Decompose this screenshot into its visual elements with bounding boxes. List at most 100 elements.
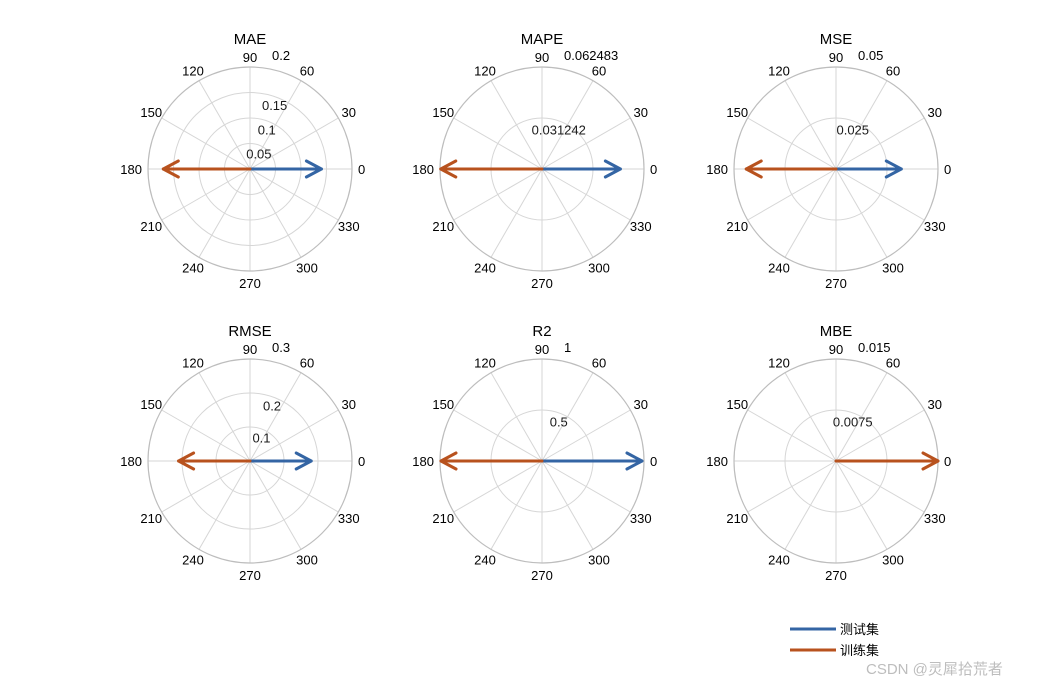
angle-tick-label: 120: [182, 355, 204, 370]
angle-tick-label: 30: [341, 105, 355, 120]
angle-tick-label: 300: [588, 553, 610, 568]
vector-arrowhead: [744, 159, 763, 179]
radial-gridline: [249, 409, 339, 462]
angle-tick-label: 0: [358, 454, 365, 469]
angle-tick-label: 240: [768, 553, 790, 568]
radial-tick-label: 0.0075: [833, 414, 873, 429]
angle-tick-label: 240: [182, 261, 204, 276]
angle-tick-label: 210: [140, 511, 162, 526]
angle-tick-label: 240: [474, 261, 496, 276]
vector-arrowhead: [439, 159, 458, 179]
angle-tick-label: 0: [650, 162, 657, 177]
angle-tick-label: 270: [239, 276, 261, 291]
radial-tick-label: 0.025: [836, 122, 869, 137]
angle-tick-label: 210: [432, 511, 454, 526]
angle-tick-label: 240: [182, 553, 204, 568]
angle-tick-label: 30: [341, 397, 355, 412]
angle-tick-label: 270: [239, 568, 261, 583]
radial-max-label: 0.3: [272, 340, 290, 355]
radial-gridline: [249, 460, 339, 513]
angle-tick-label: 330: [630, 511, 652, 526]
polar-panel-mse: 0 30 60 90 120 150 180 210 240 270 300 330 0.025 0.05…: [706, 31, 951, 291]
angle-tick-label: 180: [412, 162, 434, 177]
angle-tick-label: 180: [120, 454, 142, 469]
angle-tick-label: 120: [768, 63, 790, 78]
vector-arrowhead: [294, 451, 313, 471]
angle-tick-label: 150: [432, 105, 454, 120]
angle-tick-label: 270: [531, 276, 553, 291]
angle-tick-label: 30: [633, 105, 647, 120]
radial-tick-label: 0.1: [252, 431, 270, 446]
radial-gridline: [198, 372, 251, 462]
angle-tick-label: 60: [300, 63, 314, 78]
legend-label-test: 测试集: [840, 622, 879, 637]
outer-circle: [733, 66, 939, 272]
angle-tick-label: 150: [432, 397, 454, 412]
angle-tick-label: 90: [535, 50, 549, 65]
angle-tick-label: 0: [358, 162, 365, 177]
angle-tick-label: 270: [825, 276, 847, 291]
panel-title: R2: [532, 323, 551, 340]
angle-tick-label: 150: [140, 397, 162, 412]
angle-tick-label: 180: [412, 454, 434, 469]
angle-tick-label: 210: [726, 511, 748, 526]
angle-tick-label: 330: [924, 511, 946, 526]
radial-tick-label: 0.5: [550, 414, 568, 429]
angle-tick-label: 90: [535, 342, 549, 357]
angle-tick-label: 150: [140, 105, 162, 120]
angle-tick-label: 150: [726, 105, 748, 120]
radial-tick-label: 0.1: [258, 122, 276, 137]
polar-panel-mbe: 0 30 60 90 120 150 180 210 240 270 300 330 0.0075 0.0…: [706, 323, 951, 583]
vector-arrowhead: [603, 159, 622, 179]
angle-tick-label: 180: [706, 454, 728, 469]
angle-tick-label: 60: [886, 63, 900, 78]
radial-gridline: [198, 460, 251, 550]
angle-tick-label: 120: [474, 63, 496, 78]
polar-panels: 03060901201501802102402703003300.050.10.…: [120, 31, 951, 583]
panel-title: MBE: [820, 323, 853, 340]
radial-gridline: [161, 409, 251, 462]
panel-title: MAPE: [521, 31, 564, 48]
polar-panel-mae: 0 30 60 90 120 150 180 210 240 270 300 330 0.05 0.1 0.…: [120, 31, 365, 291]
legend-label-train: 训练集: [840, 643, 879, 658]
angle-tick-label: 210: [140, 219, 162, 234]
angle-tick-label: 150: [726, 397, 748, 412]
vector-arrowhead: [439, 451, 458, 471]
angle-tick-label: 120: [768, 355, 790, 370]
angle-tick-label: 330: [338, 219, 360, 234]
radial-gridline: [161, 460, 251, 513]
radial-tick-label: 0.15: [262, 98, 287, 113]
panel-title: MAE: [234, 31, 267, 48]
angle-tick-label: 300: [296, 553, 318, 568]
outer-circle: [147, 358, 353, 564]
angle-tick-label: 90: [829, 342, 843, 357]
radial-max-label: 0.2: [272, 48, 290, 63]
polar-panel-r2: 0 30 60 90 120 150 180 210 240 270 300 330 0.5 1 R2: [412, 323, 657, 583]
angle-tick-label: 330: [338, 511, 360, 526]
angle-tick-label: 300: [882, 261, 904, 276]
angle-tick-label: 300: [296, 261, 318, 276]
angle-tick-label: 210: [432, 219, 454, 234]
angle-tick-label: 120: [474, 355, 496, 370]
radial-max-label: 0.062483: [564, 48, 618, 63]
panel-title: RMSE: [228, 323, 271, 340]
radial-gridline: [249, 460, 302, 550]
angle-tick-label: 0: [944, 454, 951, 469]
panel-title: MSE: [820, 31, 853, 48]
angle-tick-label: 270: [825, 568, 847, 583]
angle-tick-label: 120: [182, 63, 204, 78]
angle-tick-label: 300: [588, 261, 610, 276]
angle-tick-label: 240: [768, 261, 790, 276]
angle-tick-label: 330: [630, 219, 652, 234]
angle-tick-label: 210: [726, 219, 748, 234]
angle-tick-label: 0: [650, 454, 657, 469]
polar-panel-rmse: 0 30 60 90 120 150 180 210 240 270 300 330 0.1 0.2 0.3…: [120, 323, 365, 583]
radial-max-label: 0.015: [858, 340, 891, 355]
angle-tick-label: 0: [944, 162, 951, 177]
vector-arrowhead: [177, 451, 196, 471]
vector-arrowhead: [304, 159, 323, 179]
radial-gridline: [249, 372, 302, 462]
angle-tick-label: 90: [243, 342, 257, 357]
angle-tick-label: 270: [531, 568, 553, 583]
